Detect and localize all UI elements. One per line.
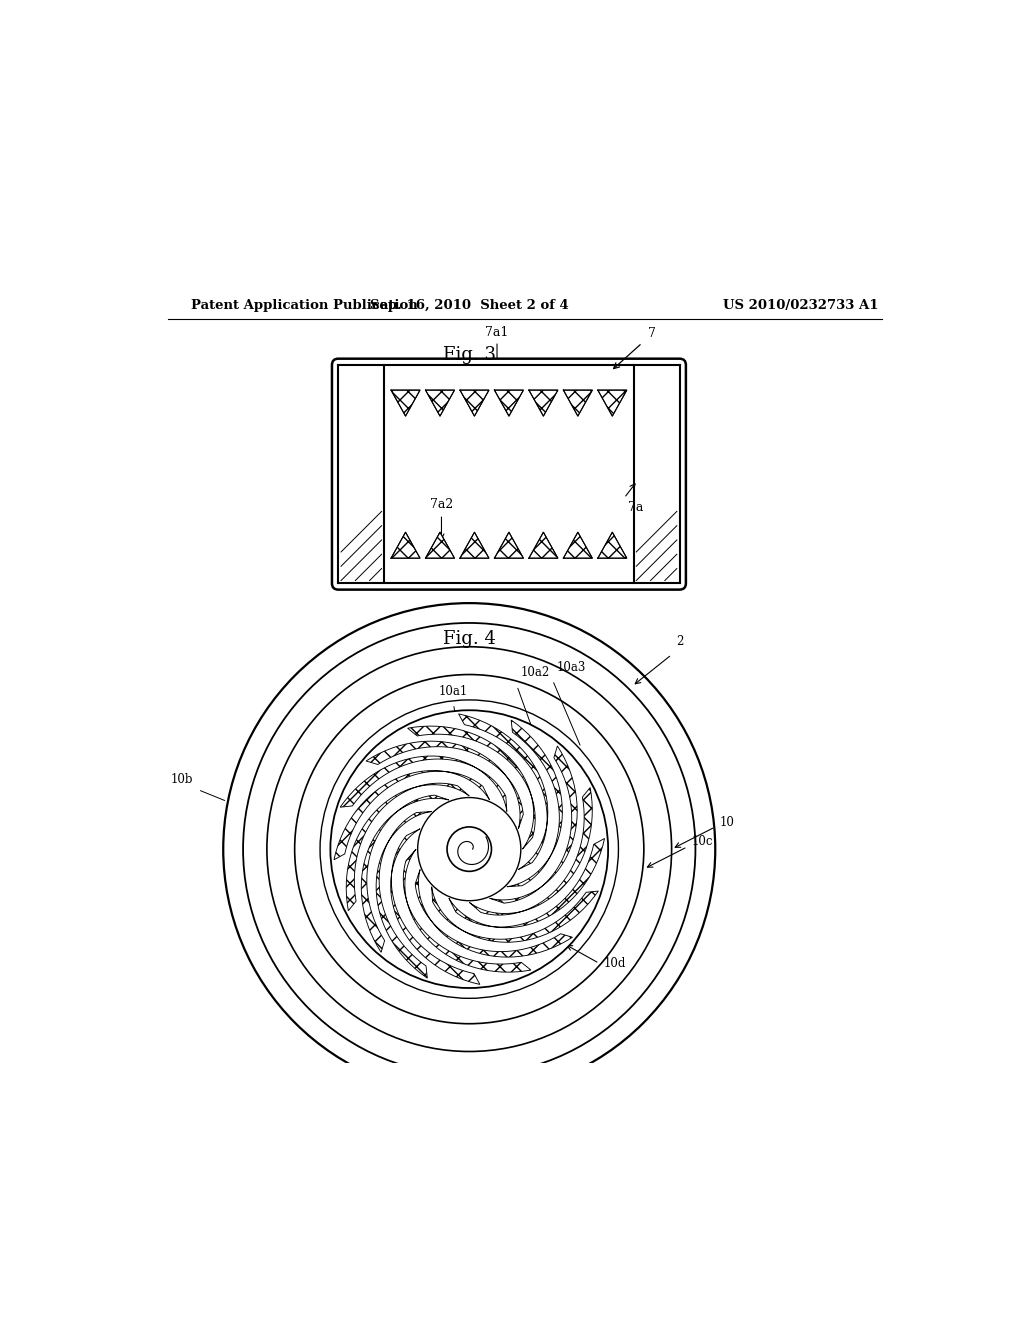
- FancyBboxPatch shape: [332, 359, 686, 590]
- Polygon shape: [403, 849, 530, 972]
- Polygon shape: [391, 532, 420, 558]
- Polygon shape: [598, 391, 627, 416]
- Polygon shape: [460, 391, 488, 416]
- Polygon shape: [495, 391, 523, 416]
- Text: 7: 7: [648, 326, 655, 339]
- Text: 9: 9: [462, 920, 470, 933]
- Polygon shape: [460, 391, 488, 416]
- Polygon shape: [449, 838, 604, 928]
- Polygon shape: [334, 771, 489, 859]
- Polygon shape: [598, 532, 627, 558]
- Text: 2: 2: [677, 635, 684, 648]
- Polygon shape: [391, 391, 420, 416]
- Polygon shape: [529, 532, 558, 558]
- Circle shape: [331, 710, 608, 987]
- Polygon shape: [495, 532, 523, 558]
- Text: US 2010/0232733 A1: US 2010/0232733 A1: [723, 300, 879, 312]
- Polygon shape: [598, 391, 627, 416]
- Text: 10c: 10c: [691, 836, 713, 849]
- Polygon shape: [529, 391, 558, 416]
- Polygon shape: [495, 391, 523, 416]
- Polygon shape: [391, 829, 480, 985]
- Text: 10d1: 10d1: [503, 950, 532, 962]
- Polygon shape: [391, 532, 420, 558]
- Polygon shape: [489, 746, 578, 903]
- Polygon shape: [391, 391, 420, 416]
- Polygon shape: [346, 783, 469, 911]
- Polygon shape: [460, 532, 488, 558]
- Text: 10a3: 10a3: [557, 661, 586, 673]
- Polygon shape: [563, 532, 592, 558]
- Polygon shape: [529, 532, 558, 558]
- Polygon shape: [426, 532, 455, 558]
- Polygon shape: [408, 726, 536, 849]
- Text: 9a: 9a: [422, 920, 436, 933]
- Polygon shape: [426, 391, 455, 416]
- Polygon shape: [432, 887, 598, 942]
- Text: Fig. 4: Fig. 4: [442, 630, 496, 648]
- Text: Sep. 16, 2010  Sheet 2 of 4: Sep. 16, 2010 Sheet 2 of 4: [370, 300, 568, 312]
- Polygon shape: [426, 532, 455, 558]
- Polygon shape: [529, 391, 558, 416]
- Text: 7a2: 7a2: [430, 498, 453, 511]
- Polygon shape: [598, 532, 627, 558]
- Text: 7a1: 7a1: [485, 326, 509, 339]
- Text: Patent Application Publication: Patent Application Publication: [191, 300, 418, 312]
- Polygon shape: [459, 714, 548, 870]
- Polygon shape: [415, 870, 572, 957]
- Bar: [634, 366, 680, 583]
- Polygon shape: [366, 741, 523, 829]
- Text: 10b: 10b: [171, 772, 194, 785]
- Polygon shape: [507, 721, 562, 887]
- Polygon shape: [376, 812, 432, 978]
- Text: Fig. 3: Fig. 3: [442, 346, 496, 364]
- Polygon shape: [361, 795, 449, 952]
- Text: 10: 10: [719, 816, 734, 829]
- Text: 10d: 10d: [603, 957, 626, 970]
- Polygon shape: [469, 788, 592, 915]
- Text: 7a: 7a: [628, 502, 643, 515]
- Bar: [338, 366, 384, 583]
- Text: 10a2: 10a2: [521, 667, 550, 680]
- Text: 10a1: 10a1: [438, 685, 468, 697]
- Polygon shape: [563, 391, 592, 416]
- Polygon shape: [460, 532, 488, 558]
- Bar: [384, 366, 634, 583]
- Polygon shape: [563, 391, 592, 416]
- Polygon shape: [426, 391, 455, 416]
- Polygon shape: [495, 532, 523, 558]
- Polygon shape: [563, 532, 592, 558]
- Polygon shape: [340, 756, 507, 812]
